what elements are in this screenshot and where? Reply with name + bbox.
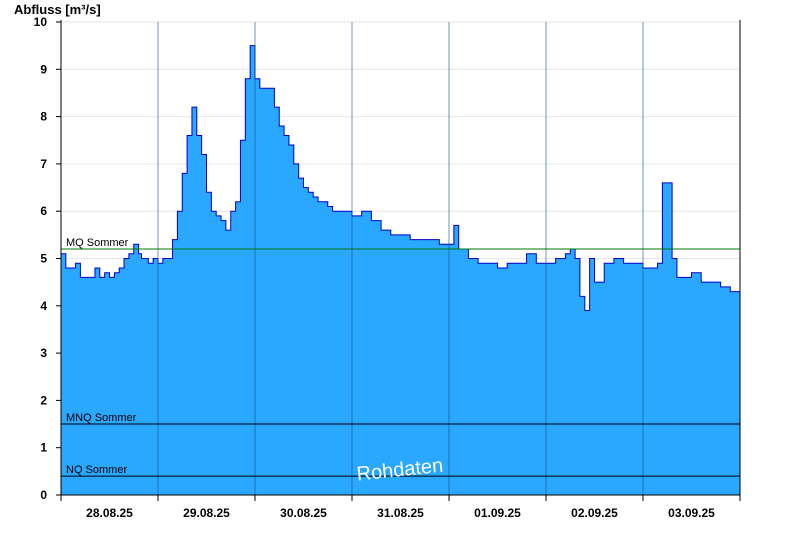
y-tick-label: 10 [34,15,48,29]
x-tick-label: 31.08.25 [377,506,424,520]
x-tick-label: 30.08.25 [280,506,327,520]
reference-label: NQ Sommer [66,464,127,476]
y-tick-label: 6 [40,204,47,218]
x-tick-label: 29.08.25 [183,506,230,520]
reference-lines: MQ Sommer MNQ Sommer NQ Sommer [61,237,740,477]
y-tick-label: 1 [40,441,47,455]
axes [60,20,741,496]
y-tick-label: 8 [40,110,47,124]
y-tick-label: 5 [40,252,47,266]
y-tick-label: 2 [40,393,47,407]
y-axis-title: Abfluss [m³/s] [14,2,101,17]
x-tick-label: 02.09.25 [571,506,618,520]
y-tick-label: 0 [40,488,47,502]
series-fill [61,45,740,496]
x-tick-label: 03.09.25 [668,506,715,520]
x-ticks: 28.08.25 29.08.25 30.08.25 31.08.25 01.09.25… [60,495,741,520]
reference-label: MNQ Sommer [66,412,137,424]
y-ticks: 0 1 2 3 4 5 6 7 8 9 10 [34,15,61,502]
y-tick-label: 7 [40,157,47,171]
y-tick-label: 9 [40,62,47,76]
series-area [61,45,741,496]
y-tick-label: 3 [40,346,47,360]
day-separators [157,22,644,495]
reference-label: MQ Sommer [66,237,129,249]
series-line [61,45,741,312]
y-tick-label: 4 [40,299,47,313]
x-tick-label: 01.09.25 [474,506,521,520]
x-tick-label: 28.08.25 [86,506,133,520]
